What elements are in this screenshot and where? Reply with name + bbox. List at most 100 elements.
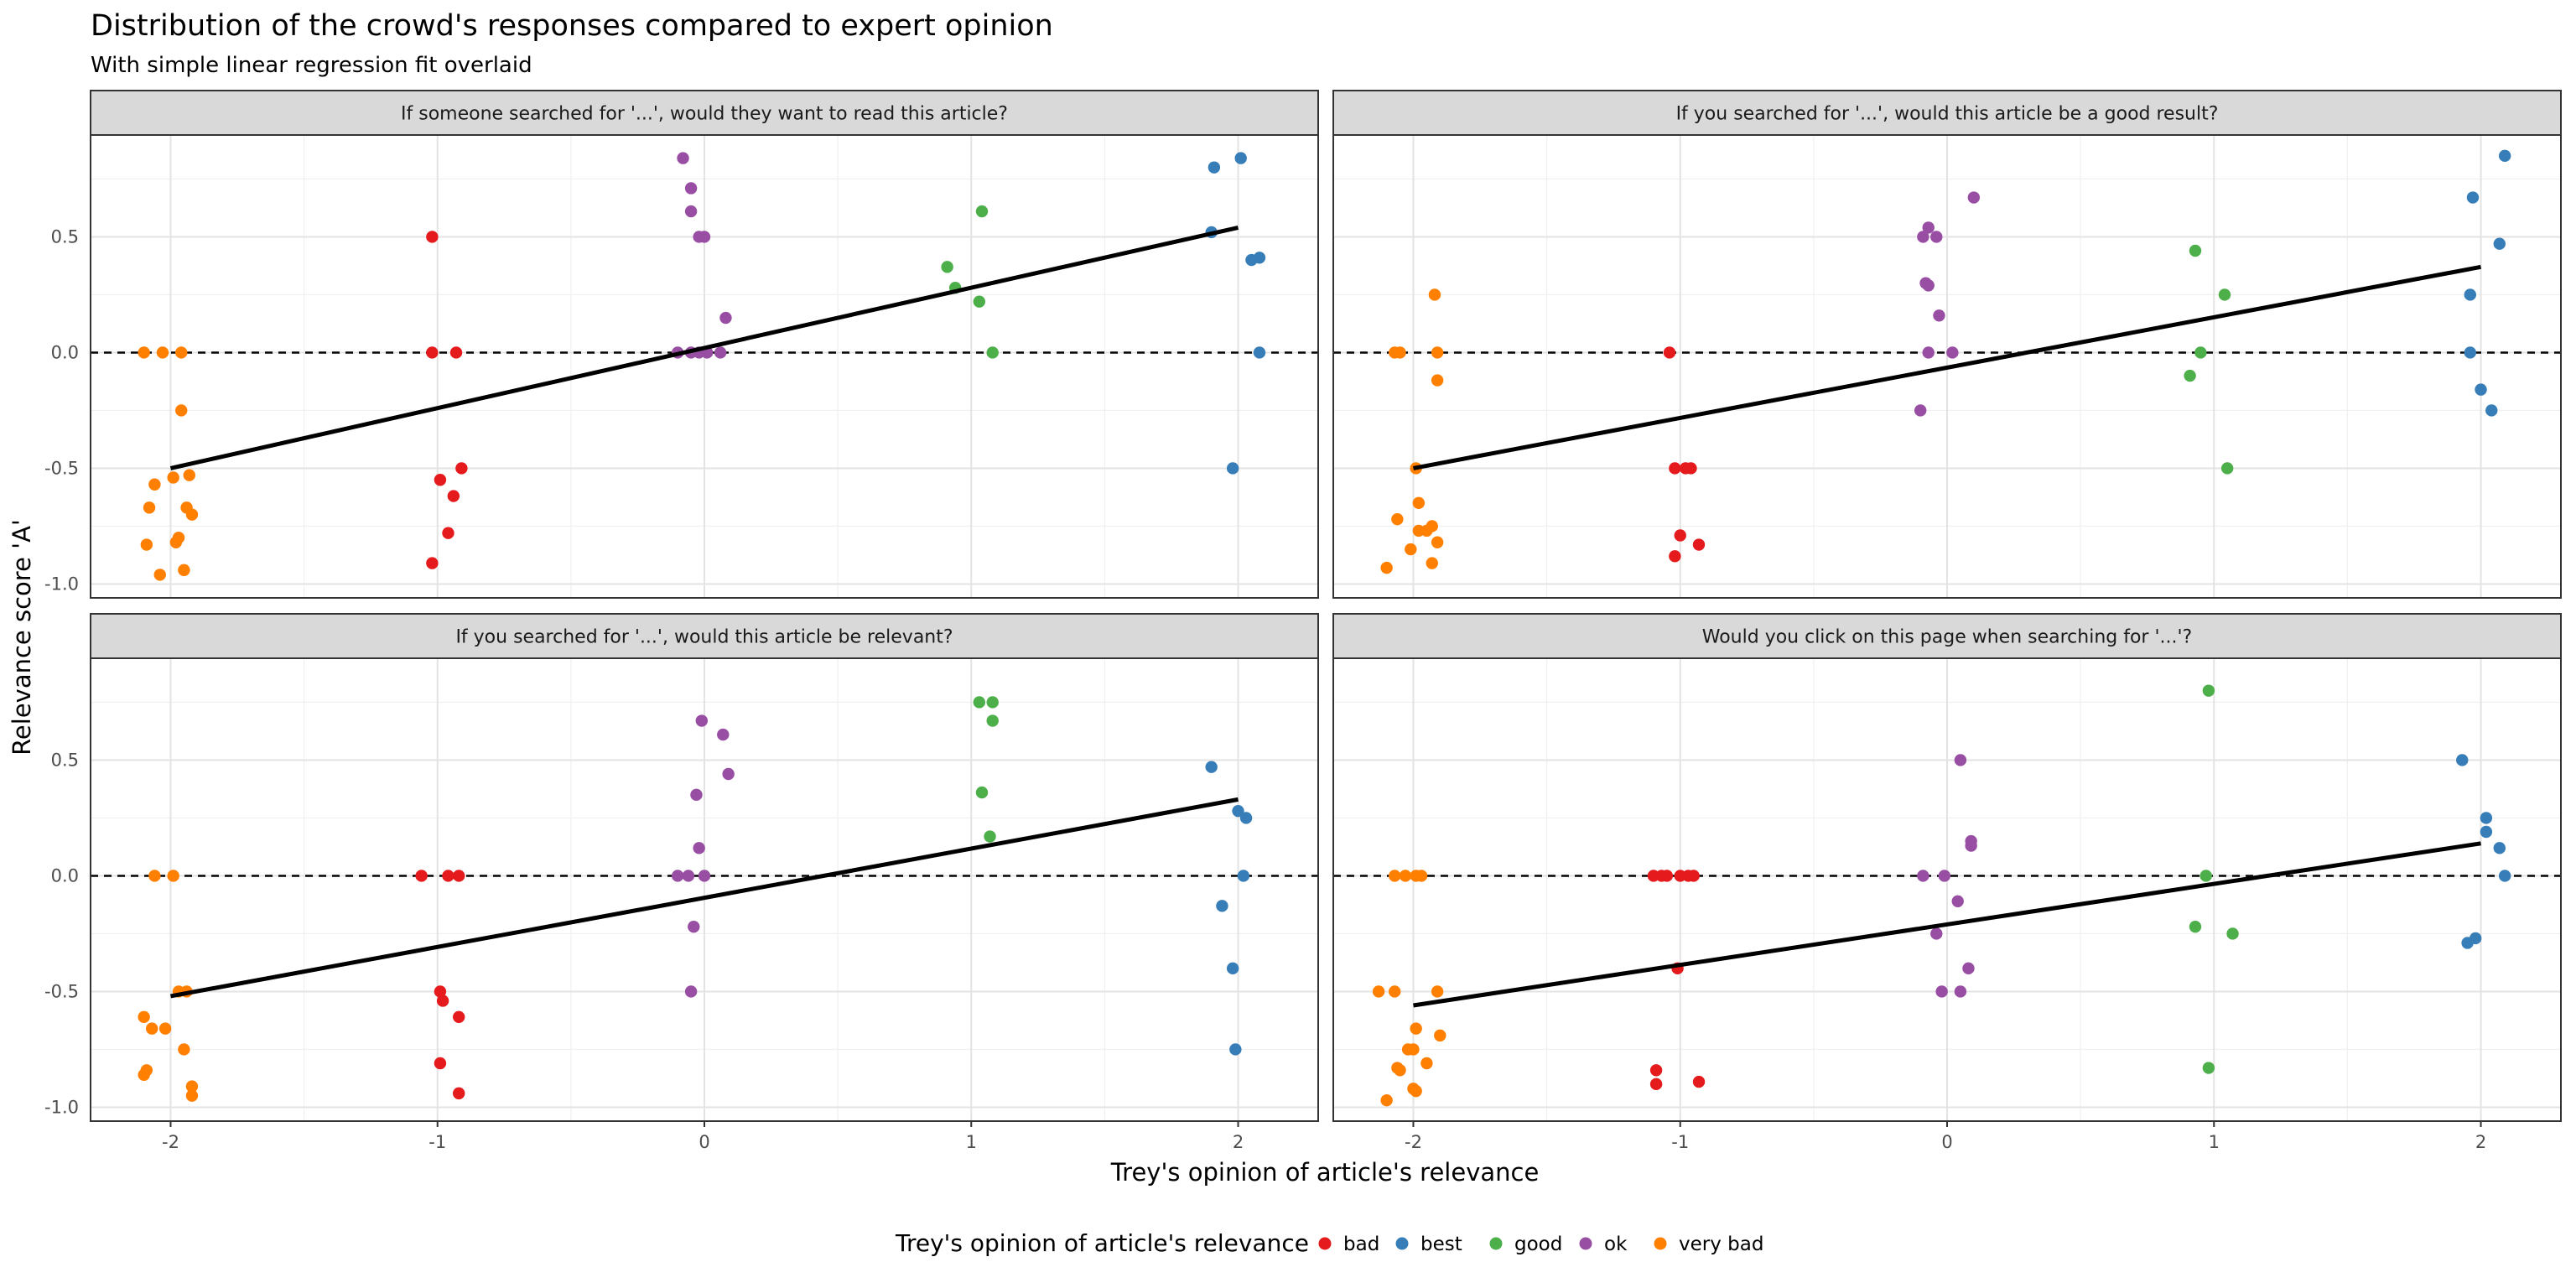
data-point-good [975,786,989,799]
y-axis-title: Relevance score 'A' [8,519,36,756]
data-point-best [1232,804,1244,818]
data-point-very-bad [146,1022,158,1035]
data-point-ok [1965,839,1977,852]
data-point-ok [695,714,709,727]
data-point-ok [1930,927,1943,940]
data-point-bad [434,985,447,998]
data-point-best [2493,237,2506,250]
x-tick-label: 2 [2475,1132,2486,1152]
data-point-ok [698,870,711,882]
data-point-very-bad [1420,1057,1433,1070]
data-point-ok [1935,985,1948,998]
data-point-very-bad [148,478,161,491]
data-point-ok [684,205,698,218]
data-point-bad [426,346,439,359]
legend-label: bad [1343,1233,1379,1255]
gridlines [1333,658,2561,1121]
y-tick-label: -1.0 [44,574,79,594]
data-point-bad [455,462,468,475]
data-point-bad [453,1010,465,1024]
data-point-very-bad [1426,520,1438,532]
legend-swatch [1489,1237,1503,1250]
legend-item-very-bad: very bad [1654,1233,1763,1255]
data-points [138,696,1253,1102]
data-point-best [1234,152,1247,164]
data-point-good [2202,1062,2215,1074]
facet-panel-2: If you searched for '...', would this ar… [1332,90,2562,599]
y-tick-label: 0.5 [51,226,79,247]
data-point-bad [442,870,454,882]
data-point-bad [426,557,439,569]
data-point-good [973,295,986,308]
data-point-best [2464,288,2476,301]
data-point-ok [693,842,705,854]
data-point-very-bad [185,1080,199,1093]
facet-panel-4: Would you click on this page when search… [1332,613,2562,1152]
data-point-bad [442,527,454,539]
facet-title: If someone searched for '...', would the… [401,104,1008,125]
data-point-very-bad [1426,557,1438,569]
facet-strip [1332,613,2562,659]
legend-swatch [1579,1237,1592,1250]
data-point-bad [453,1087,465,1100]
data-point-bad [1685,462,1697,475]
data-point-good [984,830,996,843]
data-point-very-bad [178,1043,190,1056]
data-point-best [2498,870,2511,882]
data-point-ok [719,311,732,325]
data-point-ok [1962,962,1975,975]
gridlines [91,135,1318,598]
x-tick-label: -1 [1671,1132,1689,1152]
data-point-good [986,696,999,709]
data-point-ok [671,870,684,882]
data-point-best [2480,812,2493,824]
data-point-good [2199,870,2212,882]
facet-panel-3: If you searched for '...', would this ar… [44,613,1319,1152]
data-point-very-bad [1394,346,1406,359]
data-point-very-bad [1405,543,1417,556]
data-point-best [1208,161,1221,174]
data-point-bad [1692,1075,1706,1088]
data-point-very-bad [1431,985,1444,998]
data-point-very-bad [175,404,188,417]
y-tick-label: -0.5 [44,981,79,1001]
data-point-very-bad [1394,1064,1406,1077]
data-point-best [1229,1043,1242,1056]
data-point-very-bad [1410,1084,1422,1098]
data-point-very-bad [1434,1029,1446,1042]
data-point-ok [1917,231,1929,243]
data-point-very-bad [148,870,161,882]
data-point-best [1237,870,1250,882]
data-point-best [2498,149,2511,163]
data-point-bad [426,231,439,243]
data-point-best [2464,346,2476,359]
data-point-good [2220,462,2234,475]
gridlines [91,658,1318,1121]
legend-item-bad: bad [1318,1233,1379,1255]
data-point-ok [1917,870,1929,882]
x-tick-label: -2 [1405,1132,1422,1152]
data-point-very-bad [1391,512,1404,526]
y-tick-label: 0.0 [51,865,79,886]
data-point-best [1226,962,1239,975]
panel-border [1332,134,2562,599]
data-point-ok [1933,309,1945,322]
data-point-good [2218,288,2231,301]
data-point-very-bad [1431,374,1444,387]
data-point-ok [1922,346,1935,359]
data-point-very-bad [1389,985,1401,998]
data-point-bad [1674,529,1686,542]
data-point-very-bad [138,1010,150,1024]
data-point-ok [1946,346,1959,359]
data-point-good [973,696,986,709]
data-point-very-bad [143,501,156,514]
data-point-bad [434,1057,447,1070]
data-point-best [1216,900,1228,912]
data-point-bad [1663,346,1676,359]
data-point-very-bad [138,346,150,359]
y-tick-label: 0.5 [51,750,79,770]
data-point-very-bad [1431,346,1444,359]
chart-subtitle: With simple linear regression fit overla… [91,53,532,78]
data-point-best [1245,253,1258,267]
data-point-very-bad [185,508,199,521]
